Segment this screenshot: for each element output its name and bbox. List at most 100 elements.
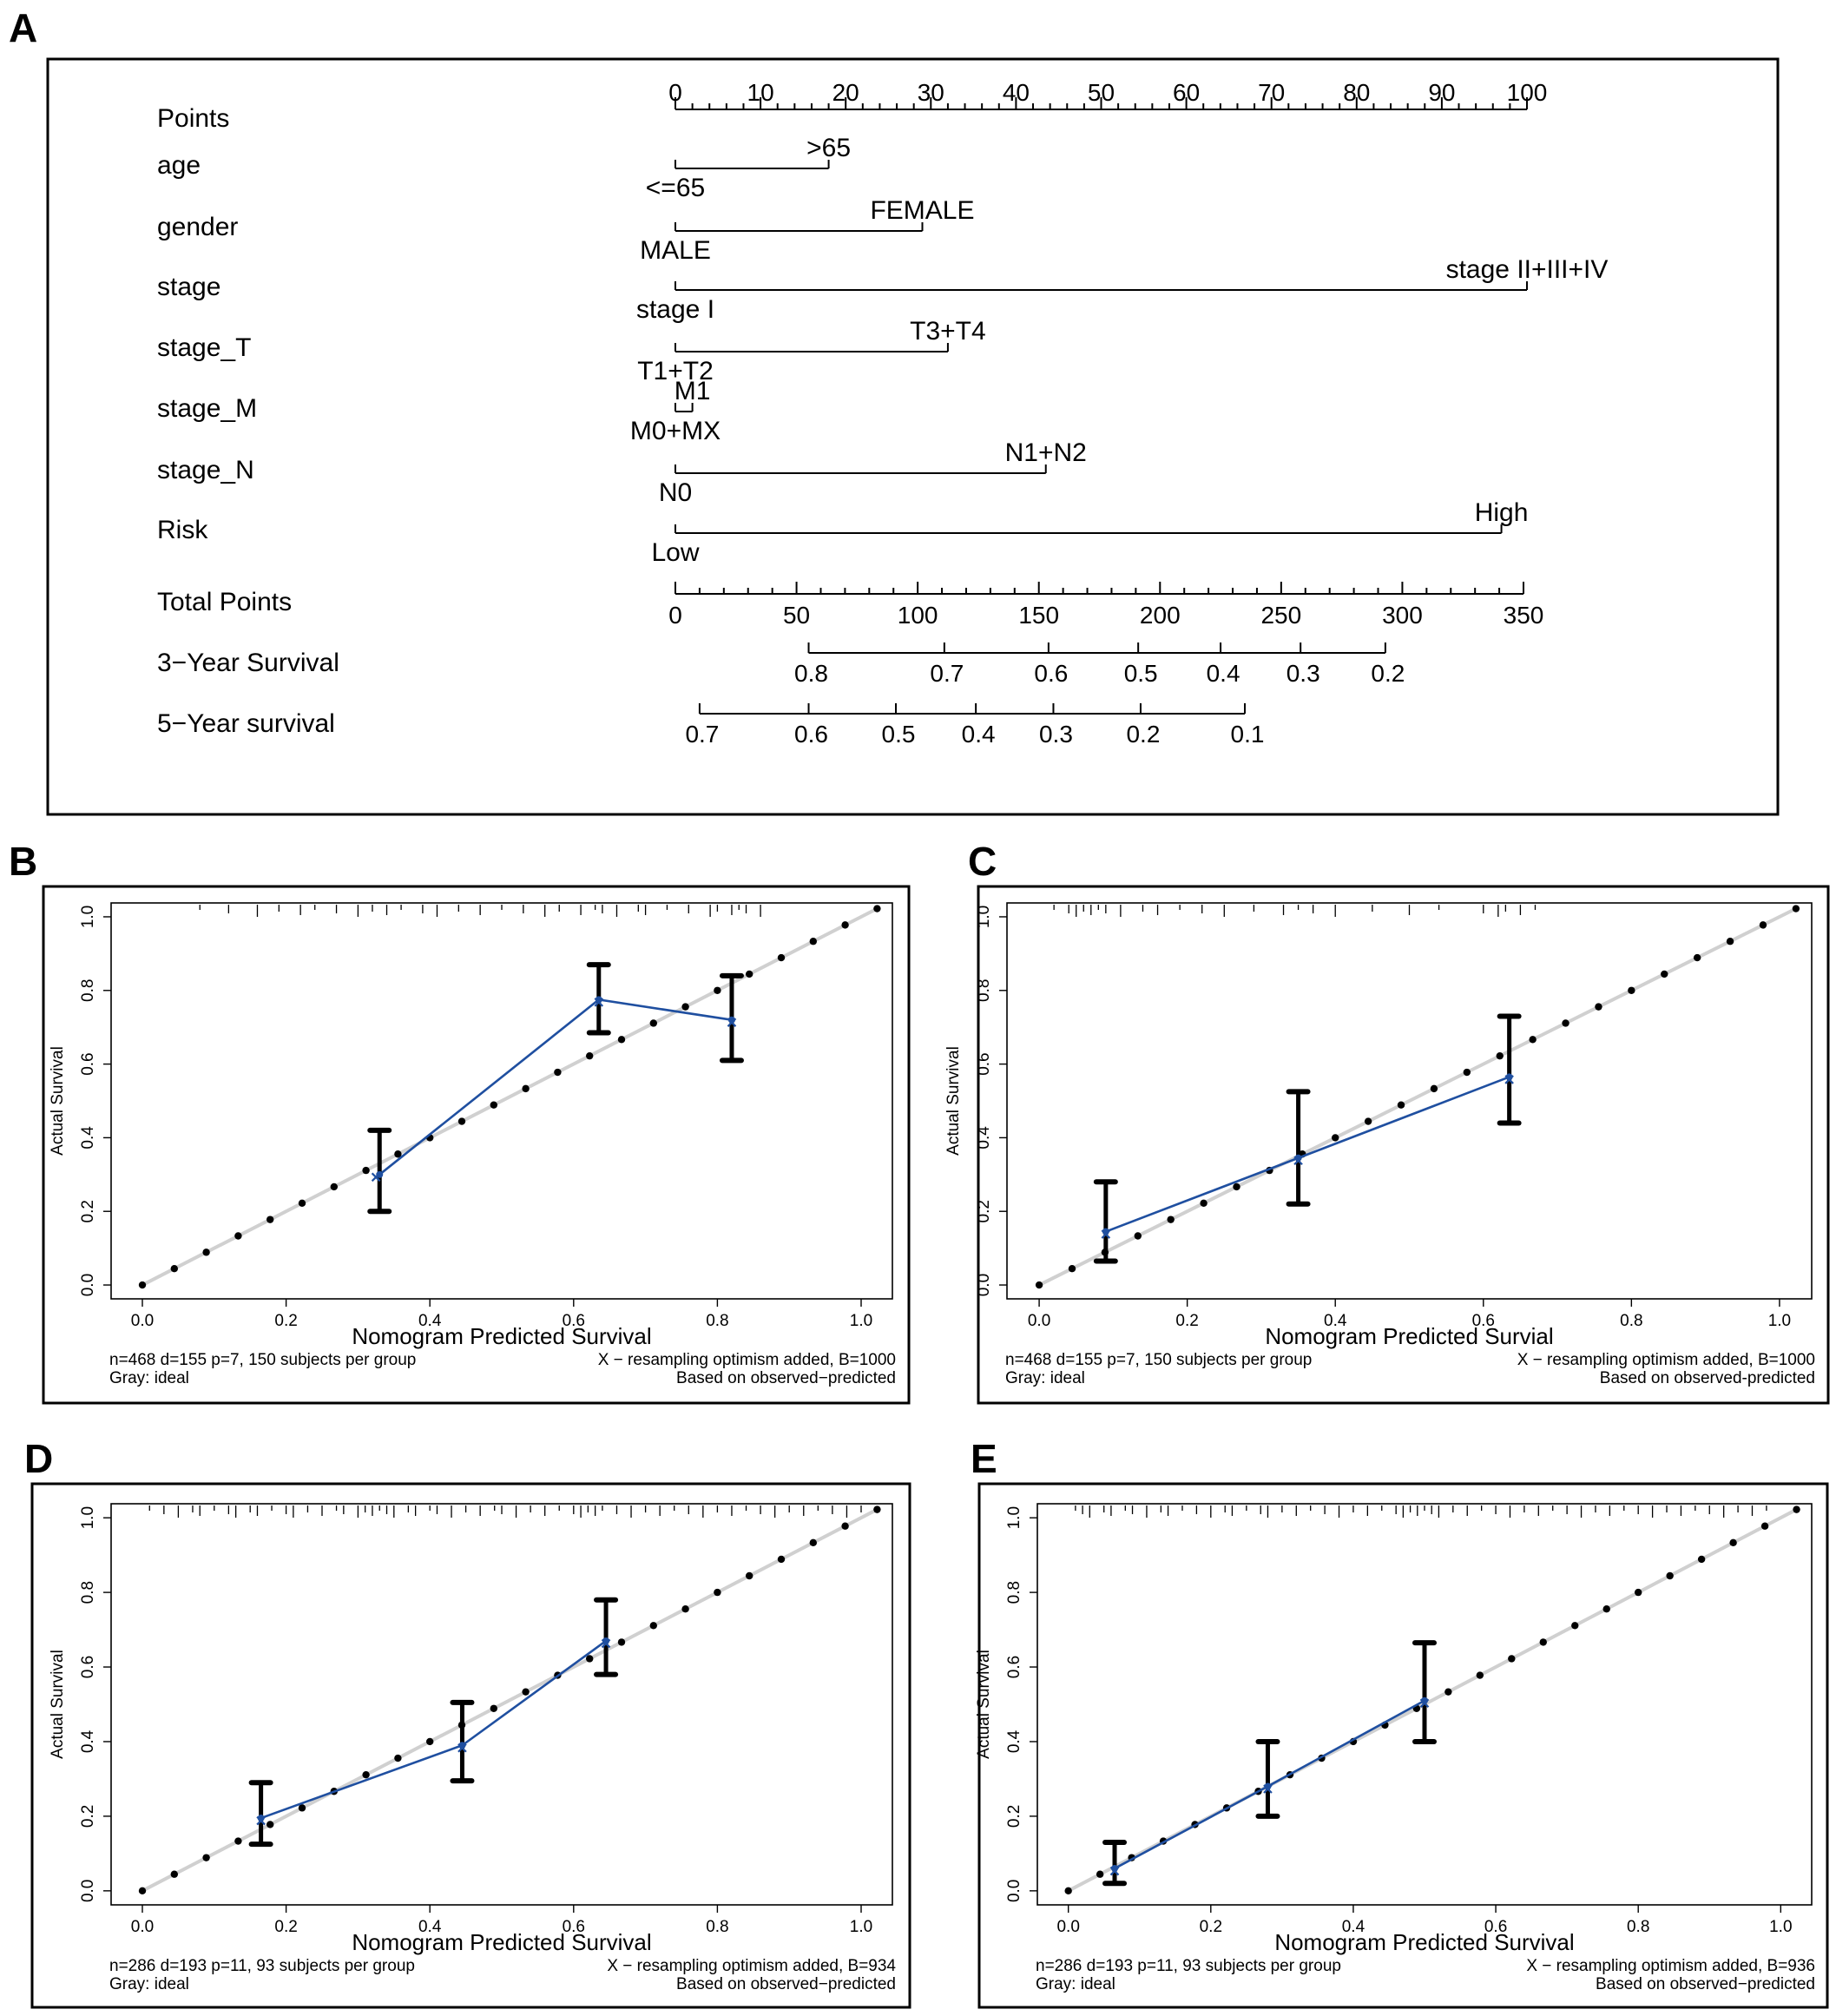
survival-axis-label: 5−Year survival: [157, 709, 335, 738]
note-left: Gray: ideal: [109, 1369, 189, 1387]
plot-box: [110, 902, 893, 1300]
survival-tick-label: 0.4: [1207, 660, 1240, 687]
panel-frame: [30, 1482, 911, 2009]
note-right: X − resampling optimism added, B=1000: [1517, 1351, 1815, 1369]
x-tick-label: 0.8: [1627, 1918, 1649, 1936]
ideal-dot: [267, 1821, 274, 1828]
calibration-panel-e: E 0.0 0.0 0.2 0.2 0.4 0.4 0.6 0.6 0.8 0.8 1.0 1.0 Nom…: [971, 1436, 1829, 2009]
ideal-dot: [873, 1505, 881, 1513]
x-tick-label: 0.6: [563, 1312, 585, 1330]
ideal-dot: [1792, 905, 1800, 912]
ideal-dot: [394, 1150, 402, 1158]
ideal-dot: [649, 1019, 657, 1027]
predictor-label-stage_T: stage_T: [157, 333, 251, 362]
ideal-dot: [554, 1068, 562, 1077]
ideal-dot: [1508, 1655, 1516, 1663]
ideal-dot: [1628, 986, 1635, 994]
x-tick-label: 0.4: [1324, 1312, 1347, 1330]
y-tick-label: 1.0: [79, 1506, 97, 1529]
ideal-dot: [841, 921, 849, 929]
plot-box: [1036, 1503, 1813, 1906]
ideal-dot: [234, 1232, 242, 1240]
ideal-dot: [649, 1622, 657, 1630]
optimism-marker: [1101, 1229, 1111, 1239]
ideal-dot: [298, 1804, 306, 1812]
ideal-dot: [1496, 1051, 1504, 1060]
y-tick-label: 1.0: [1005, 1506, 1023, 1529]
y-tick-label: 0.8: [1005, 1581, 1023, 1604]
ideal-dot: [1200, 1199, 1208, 1208]
note-right: Based on observed−predicted: [1596, 1975, 1815, 1993]
points-tick-label: 100: [1507, 79, 1548, 106]
x-tick-label: 0.4: [1342, 1918, 1365, 1936]
y-tick-label: 0.6: [975, 1052, 993, 1075]
ideal-dot: [170, 1870, 178, 1878]
survival-tick-label: 0.6: [1034, 660, 1068, 687]
survival-tick-label: 0.8: [794, 660, 828, 687]
panel-frame: [42, 885, 911, 1405]
predictor-level-label: T1+T2: [637, 357, 714, 385]
note-left: Gray: ideal: [109, 1975, 189, 1993]
x-tick-label: 0.8: [706, 1312, 728, 1330]
survival-tick-label: 0.7: [685, 721, 719, 748]
ideal-dot: [1571, 1622, 1579, 1630]
predictor-level-label: >65: [806, 134, 851, 162]
y-tick-label: 0.0: [975, 1274, 993, 1296]
panel-letter-c: C: [968, 839, 997, 884]
x-tick-label: 0.0: [131, 1312, 154, 1330]
survival-tick-label: 0.3: [1287, 660, 1320, 687]
ideal-dot: [1463, 1068, 1471, 1077]
ideal-dot: [714, 1588, 721, 1597]
predictor-label-gender: gender: [157, 213, 238, 241]
x-tick-label: 0.0: [1056, 1918, 1079, 1936]
x-tick-label: 0.4: [418, 1918, 442, 1936]
ideal-dot: [1726, 938, 1734, 945]
ideal-dot: [1697, 1555, 1706, 1564]
x-tick-label: 0.6: [1472, 1312, 1495, 1330]
y-tick-label: 0.4: [79, 1126, 97, 1150]
ideal-line: [1038, 907, 1795, 1287]
note-right: Based on observed−predicted: [676, 1369, 896, 1387]
total-points-tick-label: 350: [1504, 602, 1544, 629]
y-tick-label: 1.0: [79, 906, 97, 928]
panel-frame: [977, 1482, 1829, 2009]
y-axis-label: Actual Survival: [975, 1650, 993, 1759]
ideal-dot: [1364, 1117, 1372, 1125]
calibration-panel-c: C 0.0 0.0 0.2 0.2 0.4 0.4 0.6 0.6 0.8 0.8 1.0 1.0 Nom…: [944, 839, 1830, 1405]
plot-box: [110, 1503, 893, 1906]
points-tick-label: 60: [1173, 79, 1200, 106]
survival-tick-label: 0.4: [962, 721, 996, 748]
x-tick-label: 0.2: [274, 1918, 297, 1936]
ideal-dot: [1760, 1522, 1769, 1530]
ideal-dot: [1539, 1638, 1547, 1646]
ideal-dot: [1693, 953, 1701, 962]
optimism-marker: [601, 1638, 611, 1649]
predictor-level-label: MALE: [640, 236, 711, 265]
ideal-dot: [1759, 921, 1767, 929]
survival-tick-label: 0.1: [1231, 721, 1265, 748]
note-left: n=468 d=155 p=7, 150 subjects per group: [109, 1351, 416, 1369]
ideal-dot: [714, 986, 721, 994]
ideal-line: [141, 907, 877, 1287]
ideal-dot: [809, 938, 817, 945]
points-tick-label: 10: [747, 79, 774, 106]
y-tick-label: 0.6: [79, 1656, 97, 1678]
x-tick-label: 0.8: [1620, 1312, 1642, 1330]
note-right: X − resampling optimism added, B=1000: [598, 1351, 896, 1369]
ideal-dot: [362, 1770, 370, 1779]
survival-tick-label: 0.5: [882, 721, 916, 748]
note-right: Based on observed-predicted: [1600, 1369, 1815, 1387]
predictor-level-label: T3+T4: [910, 317, 986, 346]
points-tick-label: 70: [1258, 79, 1285, 106]
y-tick-label: 0.4: [1005, 1729, 1023, 1753]
predictor-level-label: M0+MX: [630, 417, 721, 445]
ideal-dot: [330, 1183, 338, 1191]
ideal-dot: [1167, 1216, 1175, 1223]
ideal-dot: [617, 1638, 626, 1646]
predictor-level-label: N1+N2: [1005, 438, 1087, 467]
ideal-dot: [1035, 1281, 1043, 1289]
x-axis-label: Nomogram Predicted Survial: [1265, 1323, 1553, 1349]
survival-tick-label: 0.2: [1126, 721, 1160, 748]
points-tick-label: 30: [918, 79, 944, 106]
panel-letter-b: B: [9, 839, 37, 884]
